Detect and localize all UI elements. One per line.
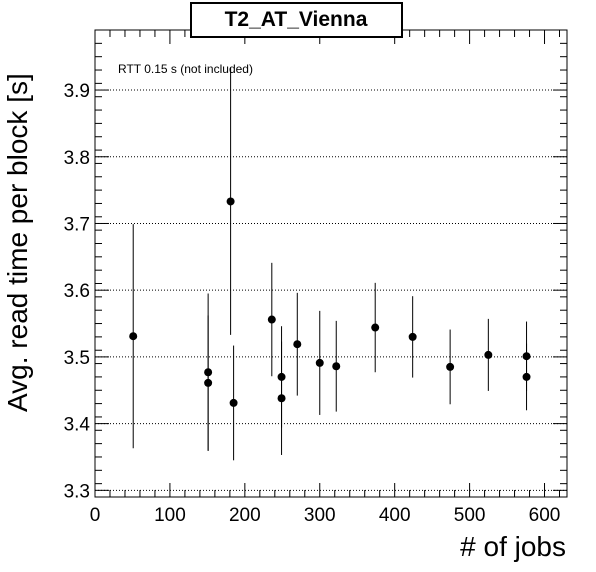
y-tick-label: 3.4 bbox=[64, 415, 91, 436]
data-point bbox=[408, 332, 417, 341]
rtt-annotation: RTT 0.15 s (not included) bbox=[118, 62, 253, 76]
data-points bbox=[129, 197, 531, 407]
data-point bbox=[204, 368, 213, 377]
y-tick-label: 3.6 bbox=[64, 281, 90, 302]
x-tick-label: 300 bbox=[304, 505, 336, 526]
x-tick-label: 400 bbox=[379, 505, 411, 526]
y-axis-title: Avg. read time per block [s] bbox=[2, 73, 33, 412]
x-tick-label: 500 bbox=[454, 505, 486, 526]
data-point bbox=[229, 398, 238, 407]
y-tick-label: 3.3 bbox=[64, 481, 90, 502]
data-point bbox=[371, 323, 380, 332]
data-point bbox=[129, 332, 138, 341]
x-tick-labels: 0 100 200 300 400 500 600 bbox=[90, 505, 561, 526]
data-point bbox=[204, 378, 213, 387]
x-tick-label: 600 bbox=[529, 505, 561, 526]
data-point bbox=[277, 372, 286, 381]
data-point bbox=[315, 358, 324, 367]
data-point bbox=[484, 350, 493, 359]
data-point bbox=[277, 394, 286, 403]
y-tick-label: 3.5 bbox=[64, 348, 90, 369]
data-point bbox=[293, 340, 302, 349]
data-point bbox=[446, 362, 455, 371]
title-box bbox=[190, 2, 403, 38]
data-point bbox=[522, 372, 531, 381]
chart-title: T2_AT_Vienna bbox=[225, 8, 368, 31]
plot-frame bbox=[94, 29, 568, 498]
data-point bbox=[522, 352, 531, 361]
data-point bbox=[267, 315, 276, 324]
x-tick-label: 0 bbox=[90, 505, 101, 526]
x-axis-title: # of jobs bbox=[460, 531, 566, 562]
y-tick-labels: 3.3 3.4 3.5 3.6 3.7 3.8 3.9 bbox=[64, 81, 91, 502]
y-tick-label: 3.8 bbox=[64, 148, 90, 169]
y-tick-label: 3.7 bbox=[64, 214, 90, 235]
y-tick-label: 3.9 bbox=[64, 81, 90, 102]
x-tick-label: 200 bbox=[229, 505, 261, 526]
data-point bbox=[226, 197, 235, 206]
x-tick-label: 100 bbox=[154, 505, 186, 526]
axis-ticks bbox=[94, 29, 567, 498]
data-point bbox=[332, 362, 341, 371]
